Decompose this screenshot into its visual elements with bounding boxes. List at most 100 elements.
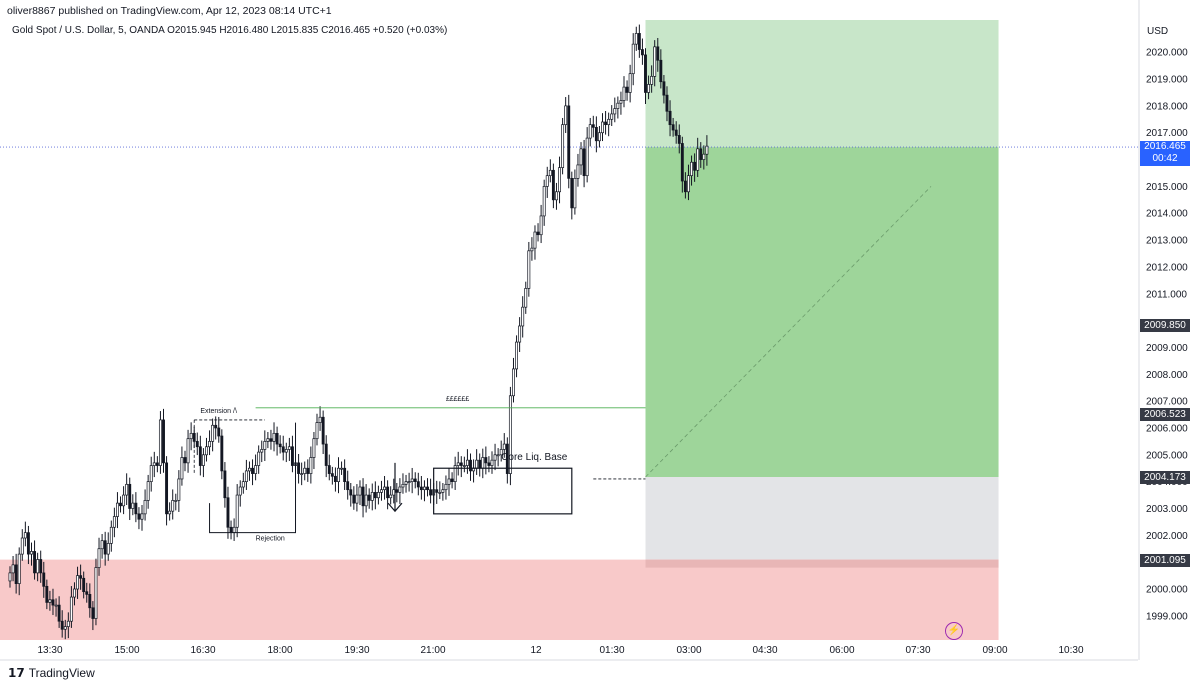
x-tick-label: 16:30 <box>190 645 215 656</box>
candle-body <box>76 575 79 590</box>
candle-body <box>45 585 49 603</box>
x-tick-label: 19:30 <box>344 645 369 656</box>
candle-body <box>561 124 565 168</box>
candle-body <box>269 438 273 442</box>
down-arrow-head <box>387 502 403 513</box>
trend-line <box>645 186 932 478</box>
candle-body <box>119 502 122 507</box>
candle-body <box>60 620 64 630</box>
candle-body <box>634 33 638 45</box>
candle-body <box>333 475 337 482</box>
candle-body <box>343 467 347 482</box>
candle-body <box>186 438 190 464</box>
candle-body <box>57 604 61 622</box>
candle-body <box>63 626 67 630</box>
candle-body <box>257 451 261 466</box>
candle-body <box>462 465 466 467</box>
y-tick-label: 2020.000 <box>1146 48 1188 59</box>
candle-body <box>376 492 380 499</box>
candle-body <box>622 86 626 101</box>
candle-body <box>177 478 181 501</box>
stop-zone-edge <box>645 559 999 568</box>
candle-body <box>100 540 104 550</box>
x-tick-label: 04:30 <box>752 645 777 656</box>
candle-body <box>180 457 184 480</box>
candle-body <box>355 494 359 504</box>
candle-body <box>128 483 132 509</box>
candle-body <box>165 462 169 515</box>
candle-body <box>226 497 230 528</box>
candle-body <box>88 594 92 609</box>
candle-body <box>665 94 669 112</box>
candle-body <box>582 148 586 177</box>
y-tick-label: 2013.000 <box>1146 236 1188 247</box>
candle-body <box>284 449 288 453</box>
candle-body <box>456 462 460 466</box>
candle-body <box>398 486 402 493</box>
candle-body <box>616 102 620 109</box>
candle-body <box>303 467 307 474</box>
candle-body <box>438 492 442 494</box>
candle-body <box>395 489 399 493</box>
candle-body <box>143 500 147 515</box>
candle-body <box>358 486 362 496</box>
candle-body <box>555 191 558 201</box>
candle-body <box>361 486 365 507</box>
candle-body <box>426 486 429 491</box>
candle-body <box>198 446 202 466</box>
candle-body <box>693 161 697 171</box>
candle-body <box>647 84 651 93</box>
candle-body <box>26 532 30 555</box>
risk-zone <box>645 477 999 560</box>
y-tick-label: 2018.000 <box>1146 101 1188 112</box>
brand-text: TradingView <box>28 666 95 680</box>
x-tick-label: 13:30 <box>37 645 62 656</box>
candle-body <box>272 432 276 442</box>
candle-body <box>515 341 519 370</box>
candle-body <box>281 446 285 453</box>
candle-body <box>567 105 571 179</box>
candle-body <box>17 553 21 584</box>
candle-body <box>115 502 119 517</box>
candle-body <box>36 559 40 574</box>
tradingview-logo[interactable]: 𝟭𝟳 TradingView <box>8 666 95 680</box>
candle-body <box>625 86 629 93</box>
candle-body <box>659 59 663 83</box>
candle-body <box>340 467 344 470</box>
y-tick-label: 2002.000 <box>1146 531 1188 542</box>
candle-body <box>702 153 706 160</box>
candle-body <box>671 124 675 131</box>
level-badge-2004: 2004.173 <box>1140 471 1190 484</box>
candle-body <box>512 368 515 397</box>
candle-body <box>73 588 76 598</box>
level-badge-2009: 2009.850 <box>1140 318 1190 332</box>
candle-body <box>183 457 187 464</box>
lightning-icon[interactable]: ⚡ <box>945 622 963 640</box>
candle-body <box>251 467 254 474</box>
candle-body <box>241 481 245 488</box>
candle-body <box>383 486 386 491</box>
candle-body <box>570 178 574 209</box>
candle-body <box>441 489 445 493</box>
candle-body <box>248 467 251 472</box>
candle-body <box>530 247 534 252</box>
candle-body <box>631 43 635 75</box>
candle-body <box>558 167 561 193</box>
candle-body <box>604 121 608 126</box>
candle-body <box>490 459 494 466</box>
candle-body <box>435 489 439 493</box>
candle-body <box>619 100 623 104</box>
candle-body <box>610 113 614 120</box>
candle-body <box>94 567 98 619</box>
candle-body <box>297 462 301 474</box>
candle-body <box>683 180 687 193</box>
candle-body <box>699 148 703 160</box>
candle-body <box>453 465 457 482</box>
candle-body <box>69 596 73 622</box>
candle-body <box>687 175 690 193</box>
candle-body <box>521 306 525 327</box>
candle-body <box>155 462 159 466</box>
candle-body <box>337 467 340 482</box>
countdown-label: 00:42 <box>1152 153 1178 165</box>
